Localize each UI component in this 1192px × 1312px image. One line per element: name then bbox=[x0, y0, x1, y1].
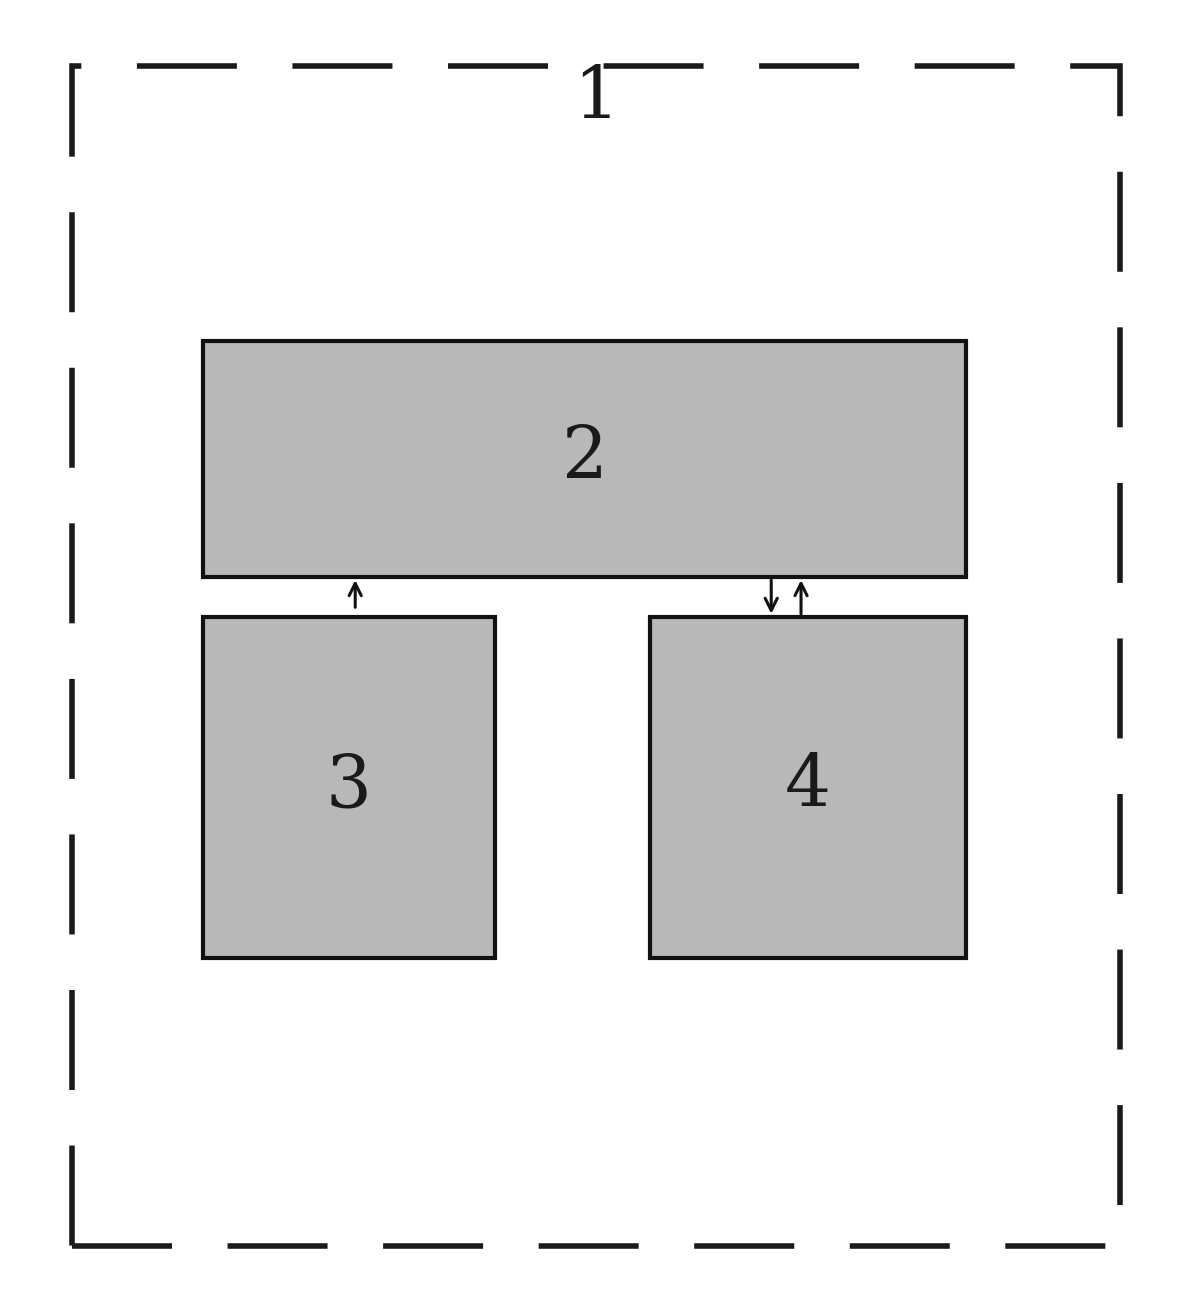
Text: 1: 1 bbox=[573, 63, 619, 134]
Bar bbox=[72, 66, 1120, 1246]
Text: 4: 4 bbox=[784, 752, 831, 823]
Bar bbox=[203, 341, 966, 577]
Bar bbox=[203, 617, 495, 958]
Text: 3: 3 bbox=[325, 752, 372, 823]
Bar bbox=[650, 617, 966, 958]
Text: 2: 2 bbox=[561, 424, 607, 495]
